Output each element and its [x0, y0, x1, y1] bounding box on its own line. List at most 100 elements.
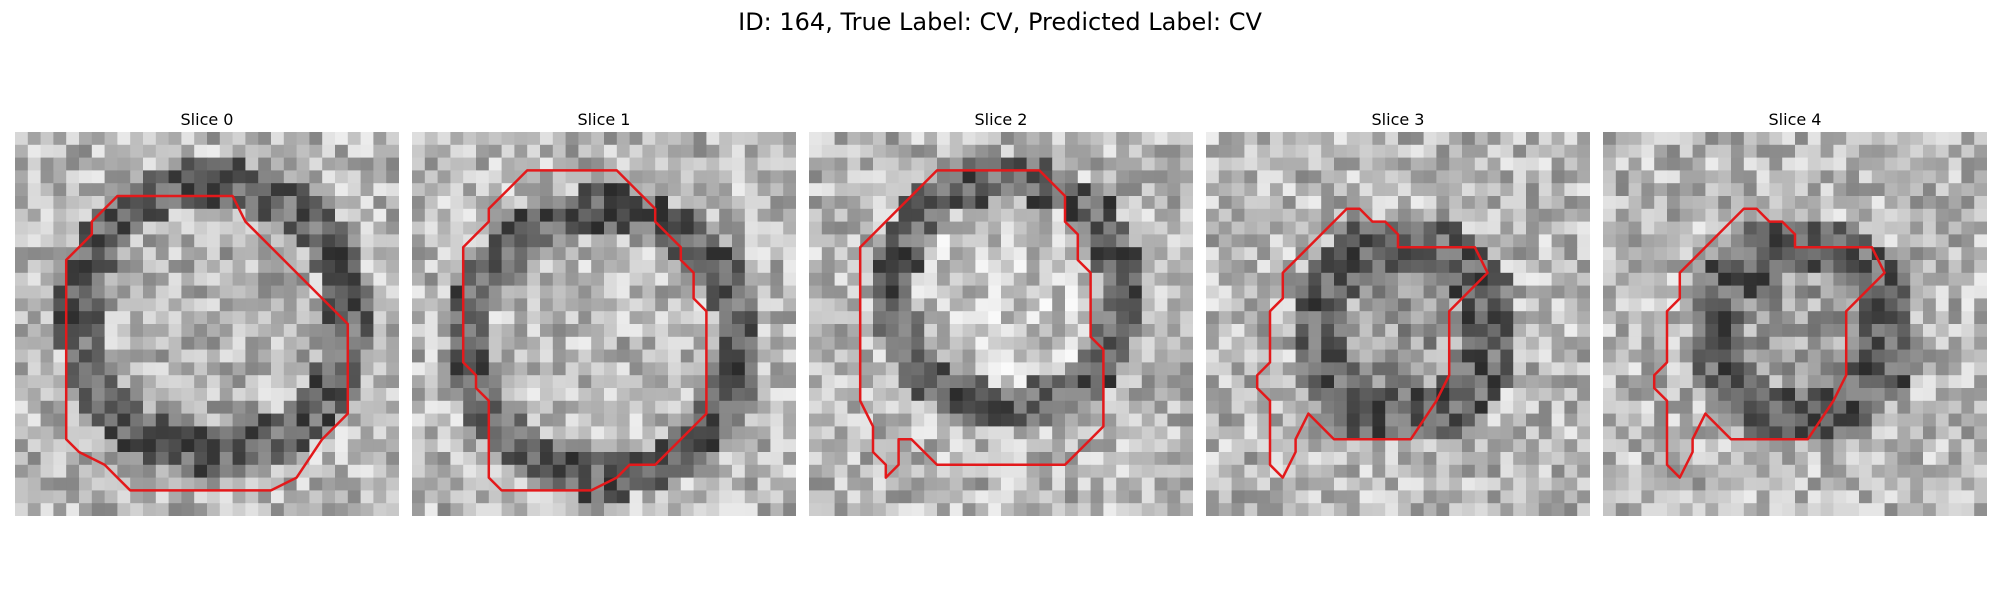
image-pixel [309, 413, 323, 427]
image-pixel [1231, 388, 1245, 402]
image-pixel [1846, 336, 1860, 351]
image-pixel [1346, 196, 1361, 210]
image-pixel [437, 503, 451, 516]
image-pixel [629, 157, 643, 171]
image-pixel [1615, 144, 1630, 159]
image-pixel [1116, 247, 1130, 261]
image-pixel [1551, 260, 1565, 274]
image-pixel [1948, 208, 1962, 223]
image-pixel [258, 132, 272, 146]
image-pixel [1346, 426, 1361, 440]
image-pixel [809, 400, 823, 415]
image-pixel [207, 426, 221, 440]
image-pixel [1141, 298, 1156, 312]
image-pixel [219, 439, 234, 453]
image-pixel [296, 413, 310, 427]
image-pixel [1692, 183, 1706, 197]
image-pixel [1743, 132, 1758, 146]
image-pixel [693, 388, 707, 402]
image-pixel [271, 464, 285, 479]
image-pixel [91, 349, 106, 363]
image-pixel [79, 490, 93, 504]
image-pixel [386, 477, 399, 491]
image-pixel [1218, 452, 1233, 466]
image-pixel [962, 477, 976, 491]
image-pixel [1103, 247, 1117, 261]
image-pixel [527, 362, 541, 376]
image-pixel [1884, 170, 1898, 184]
image-pixel [1705, 490, 1719, 504]
image-pixel [578, 362, 592, 376]
image-pixel [1615, 311, 1630, 325]
image-pixel [770, 196, 784, 210]
image-pixel [744, 234, 759, 248]
image-pixel [91, 221, 106, 235]
image-pixel [1359, 234, 1373, 248]
image-pixel [732, 311, 746, 325]
image-pixel [1654, 272, 1668, 287]
image-pixel [258, 157, 272, 171]
image-pixel [1756, 388, 1770, 402]
image-pixel [1001, 452, 1015, 466]
image-pixel [1039, 247, 1053, 261]
image-pixel [1513, 144, 1527, 159]
image-pixel [1103, 477, 1117, 491]
image-pixel [1859, 311, 1873, 325]
image-pixel [1513, 234, 1527, 248]
image-pixel [616, 183, 631, 197]
image-pixel [1667, 208, 1681, 223]
image-pixel [655, 157, 669, 171]
image-pixel [1244, 426, 1258, 440]
image-pixel [309, 490, 323, 504]
image-pixel [117, 349, 131, 363]
image-pixel [207, 477, 221, 491]
image-pixel [1065, 400, 1079, 415]
image-pixel [1769, 439, 1783, 453]
image-pixel [1410, 375, 1425, 389]
image-pixel [1846, 144, 1860, 159]
image-pixel [1884, 362, 1898, 376]
image-pixel [450, 260, 464, 274]
image-pixel [296, 298, 310, 312]
image-pixel [1257, 311, 1271, 325]
image-pixel [514, 362, 528, 376]
image-pixel [1321, 157, 1335, 171]
figure-title: ID: 164, True Label: CV, Predicted Label… [738, 8, 1262, 36]
image-pixel [1628, 272, 1642, 287]
image-pixel [1065, 196, 1079, 210]
image-pixel [1820, 349, 1834, 363]
image-pixel [1667, 439, 1681, 453]
image-pixel [860, 362, 874, 376]
image-pixel [1090, 208, 1104, 223]
image-pixel [79, 362, 93, 376]
image-pixel [1167, 388, 1181, 402]
image-pixel [1884, 477, 1898, 491]
image-pixel [1103, 183, 1117, 197]
image-pixel [1782, 324, 1796, 338]
image-pixel [1692, 503, 1706, 516]
image-pixel [975, 503, 989, 516]
image-pixel [360, 349, 374, 363]
image-pixel [15, 388, 29, 402]
image-pixel [271, 260, 285, 274]
image-pixel [873, 413, 887, 427]
image-pixel [1782, 452, 1796, 466]
image-pixel [309, 221, 323, 235]
image-pixel [1282, 503, 1297, 516]
image-pixel [821, 144, 836, 159]
image-pixel [1974, 170, 1987, 184]
image-pixel [783, 208, 796, 223]
image-pixel [207, 324, 221, 338]
image-pixel [873, 247, 887, 261]
image-pixel [1244, 132, 1258, 146]
image-pixel [578, 336, 592, 351]
image-pixel [668, 324, 682, 338]
image-pixel [834, 452, 848, 466]
image-pixel [1897, 503, 1911, 516]
image-pixel [1923, 260, 1937, 274]
image-pixel [898, 388, 912, 402]
image-pixel [386, 260, 399, 274]
image-pixel [373, 375, 387, 389]
image-pixel [937, 183, 951, 197]
image-pixel [1935, 464, 1950, 479]
